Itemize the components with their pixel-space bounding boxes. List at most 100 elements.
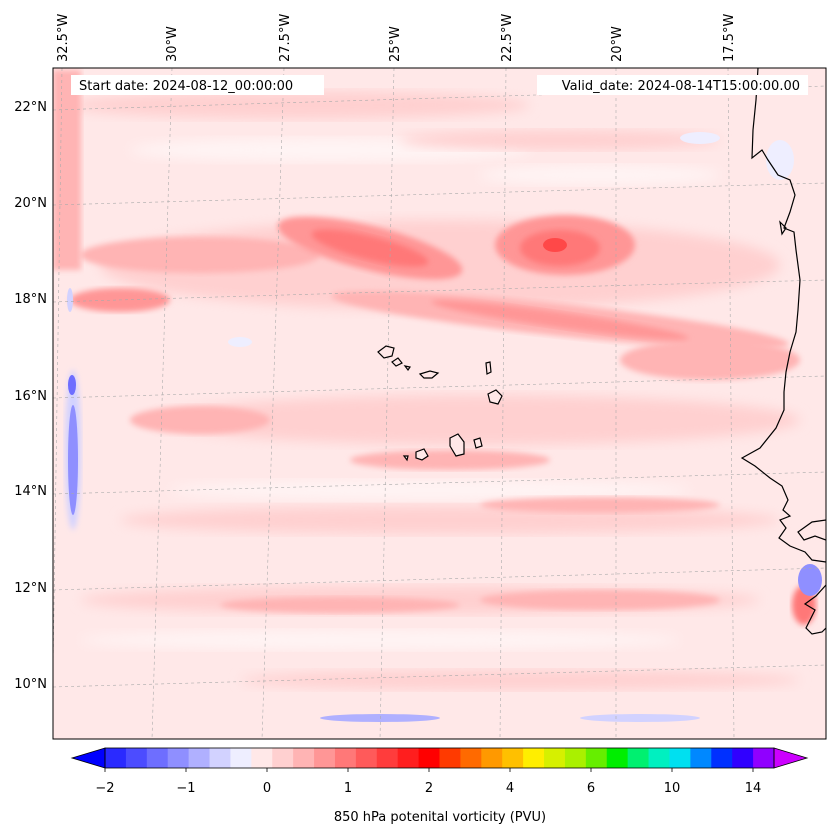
colorbar-segment: [188, 748, 211, 768]
valid-date-label: Valid_date: 2024-08-14T15:00:00.00: [562, 79, 800, 94]
pv-band: [160, 395, 800, 445]
map-panel: Start date: 2024-08-12_00:00:00 Valid_da…: [53, 68, 826, 739]
cb-tick-label: 6: [587, 781, 595, 796]
colorbar-segment: [418, 748, 440, 768]
colorbar-segment: [293, 748, 315, 768]
pv-negative-strip: [320, 714, 440, 722]
valid-date-box: [537, 75, 808, 95]
pv-field-contours: [53, 70, 822, 722]
pv-max-core: [311, 229, 429, 267]
pv-band: [350, 450, 550, 470]
pv-max-core: [431, 300, 689, 340]
pv-negative-strip: [580, 714, 700, 722]
coastline: [740, 68, 826, 635]
colorbar-segment: [376, 748, 399, 768]
lon-label: 32.5°W: [56, 14, 71, 62]
lat-label: 18°N: [14, 292, 47, 307]
pv-negative-strip: [68, 375, 76, 395]
cb-tick-label: 4: [506, 781, 514, 796]
pv-band: [480, 497, 720, 513]
pv-max-core: [543, 238, 567, 252]
cb-tick-label: 2: [425, 781, 433, 796]
colorbar-segment: [711, 748, 733, 768]
colorbar-segment: [397, 748, 420, 768]
lon-label: 25°W: [388, 26, 403, 62]
pv-negative-strip: [680, 132, 720, 144]
colorbar-segment: [669, 748, 691, 768]
pv-band: [130, 406, 270, 434]
lon-label: 30°W: [165, 26, 180, 62]
colorbar-segment: [230, 748, 252, 768]
pv-band: [240, 670, 800, 690]
pv-band: [70, 91, 530, 119]
pv-low-patch: [170, 480, 690, 500]
cb-tick-label: −1: [176, 781, 195, 796]
africa-coastline: [740, 68, 826, 563]
pv-negative-strip: [228, 337, 252, 347]
colorbar-segment: [732, 748, 754, 768]
start-date-box: [71, 75, 324, 95]
colorbar-segment: [125, 748, 148, 768]
lat-label: 14°N: [14, 484, 47, 499]
colorbar-segment: [585, 748, 608, 768]
pv-negative-strip: [67, 288, 73, 312]
pv-band: [620, 340, 800, 380]
pv-low-patch: [80, 630, 680, 650]
cb-tick-label: −2: [95, 781, 114, 796]
latitude-labels: 22°N 20°N 18°N 16°N 14°N 12°N 10°N: [14, 100, 47, 692]
pv-negative-strip: [766, 140, 794, 180]
colorbar-segment: [606, 748, 629, 768]
pv-band: [80, 237, 320, 273]
lat-label: 12°N: [14, 581, 47, 596]
colorbar-label: 850 hPa potenital vorticity (PVU): [334, 810, 546, 825]
colorbar-segment: [523, 748, 545, 768]
lon-label: 22.5°W: [500, 14, 515, 62]
longitude-labels: 32.5°W 30°W 27.5°W 25°W 22.5°W 20°W 17.5…: [56, 14, 737, 62]
map-frame: [52, 67, 827, 740]
colorbar-tick-labels: −2 −1 0 1 2 4 6 10 14: [95, 781, 761, 796]
cb-tick-label: 1: [344, 781, 352, 796]
colorbar-segment: [272, 748, 294, 768]
island-sao-nicolau: [418, 370, 440, 379]
lon-label: 20°W: [610, 26, 625, 62]
pv-band: [220, 597, 460, 613]
island-boa-vista: [487, 389, 503, 405]
colorbar-ticks: [104, 768, 754, 772]
colorbar-segment: [564, 748, 587, 768]
island-sal: [485, 361, 492, 375]
colorbar-segment: [334, 748, 357, 768]
colorbar: −2 −1 0 1 2 4 6 10 14 850 hPa potenital …: [70, 747, 809, 825]
island-maio: [473, 437, 483, 449]
colorbar-segment: [481, 748, 503, 768]
pv-band: [400, 130, 720, 150]
lon-label: 27.5°W: [278, 14, 293, 62]
colorbar-segment: [502, 748, 524, 768]
colorbar-segment: [753, 748, 775, 768]
colorbar-segment: [627, 748, 650, 768]
colorbar-max-extend: [773, 747, 809, 769]
pv-negative-strip: [68, 405, 78, 515]
island-sao-vicente: [391, 357, 403, 367]
start-date-label: Start date: 2024-08-12_00:00:00: [79, 79, 293, 94]
pv-low-patch: [480, 165, 720, 185]
colorbar-segments: [105, 748, 775, 768]
pv-band: [120, 506, 780, 534]
graticule: [53, 68, 826, 739]
cb-tick-label: 14: [745, 781, 762, 796]
lon-label: 17.5°W: [722, 14, 737, 62]
colorbar-segment: [648, 748, 670, 768]
island-santa-luzia: [403, 365, 411, 372]
island-santiago: [449, 433, 465, 457]
island-fogo: [415, 448, 429, 461]
colorbar-segment: [209, 748, 231, 768]
africa-coastline: [803, 584, 826, 635]
pv-negative-strip: [798, 564, 822, 596]
island-brava: [402, 455, 409, 462]
colorbar-outline: [104, 747, 775, 769]
colorbar-segment: [544, 748, 566, 768]
lat-label: 20°N: [14, 196, 47, 211]
colorbar-segment: [251, 748, 273, 768]
lat-label: 10°N: [14, 677, 47, 692]
pv-band: [53, 70, 81, 270]
